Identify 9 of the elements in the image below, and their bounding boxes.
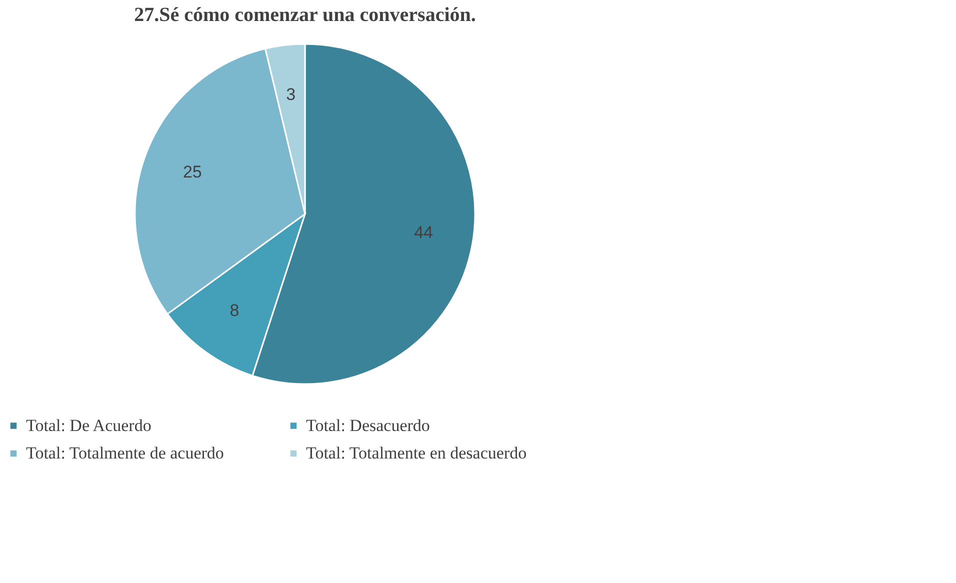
legend-label: Total: De Acuerdo bbox=[26, 416, 152, 435]
data-label: 3 bbox=[286, 84, 296, 104]
data-label: 8 bbox=[230, 301, 240, 320]
data-label: 44 bbox=[414, 222, 433, 242]
legend-label: Total: Totalmente en desacuerdo bbox=[306, 444, 527, 462]
legend-label: Total: Desacuerdo bbox=[306, 416, 430, 435]
chart-title: 27.Sé cómo comenzar una conversación. bbox=[134, 4, 476, 26]
data-label: 25 bbox=[182, 162, 202, 182]
legend-label: Total: Totalmente de acuerdo bbox=[26, 444, 224, 462]
